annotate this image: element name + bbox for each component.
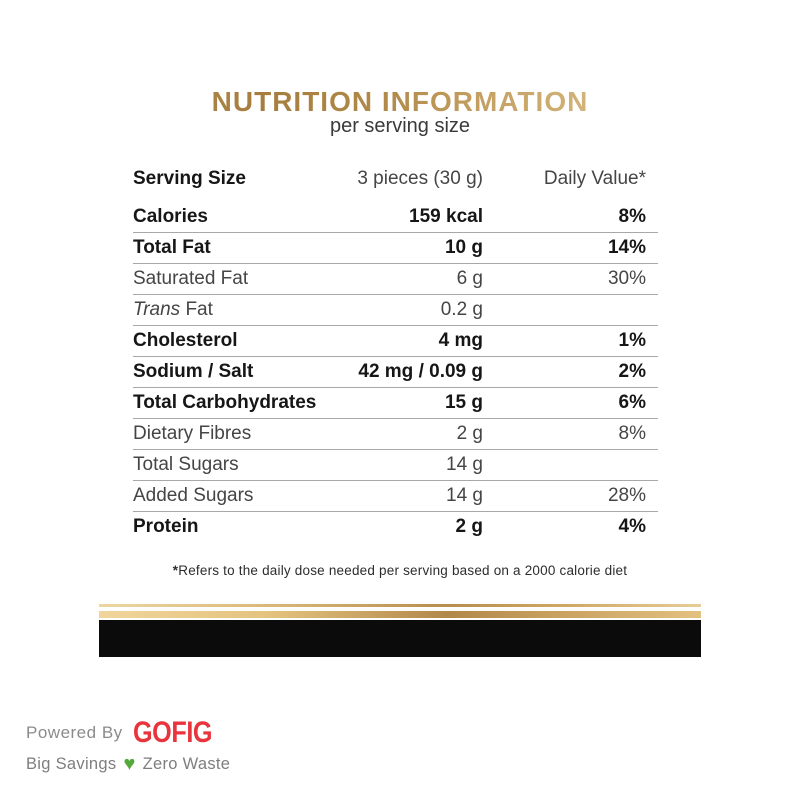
logo-line-2: Big Savings ♥ Zero Waste — [26, 754, 230, 774]
footnote-text: Refers to the daily dose needed per serv… — [178, 563, 628, 578]
table-row: Serving Size 3 pieces (30 g) Daily Value* — [133, 163, 658, 195]
row-value: 2 g — [455, 516, 483, 537]
table-row: Dietary Fibres 2 g 8% — [133, 419, 658, 450]
tagline-big-savings: Big Savings — [26, 754, 117, 773]
tagline-zero-waste: Zero Waste — [142, 754, 231, 773]
table-row: Protein 2 g 4% — [133, 512, 658, 542]
heart-icon: ♥ — [123, 753, 136, 775]
logo-line-1: Powered By GOFIG — [26, 718, 230, 748]
footnote-asterisk: * — [172, 563, 179, 578]
row-daily-value: 4% — [618, 516, 646, 537]
table-row: Sodium / Salt 42 mg / 0.09 g 2% — [133, 357, 658, 388]
row-daily-value: 14% — [607, 237, 646, 258]
row-label: Dietary Fibres — [133, 423, 252, 444]
row-label: Calories — [133, 206, 208, 227]
footnote: *Refers to the daily dose needed per ser… — [0, 563, 800, 578]
row-daily-value: 30% — [607, 268, 646, 289]
row-value: 2 g — [456, 423, 483, 444]
row-label: Sodium / Salt — [133, 361, 254, 382]
nutrition-table: Serving Size 3 pieces (30 g) Daily Value* C… — [133, 163, 658, 542]
row-daily-value: 6% — [618, 392, 646, 413]
table-row: Total Fat 10 g 14% — [133, 233, 658, 264]
row-value: 4 mg — [438, 330, 483, 351]
row-value: 15 g — [444, 392, 483, 413]
row-label: Saturated Fat — [133, 268, 249, 289]
page-title: NUTRITION INFORMATION — [0, 86, 800, 118]
row-label: Added Sugars — [133, 485, 254, 506]
row-value: 10 g — [444, 237, 483, 258]
gold-divider-thick — [99, 611, 701, 618]
row-value: 159 kcal — [409, 206, 483, 227]
gofig-brand-name: GOFIG — [132, 716, 213, 749]
row-daily-value: 8% — [618, 423, 646, 444]
powered-by-label: Powered By — [26, 723, 123, 742]
table-row: Trans Fat 0.2 g — [133, 295, 658, 326]
row-value: 6 g — [456, 268, 483, 289]
table-row: Calories 159 kcal 8% — [133, 202, 658, 233]
row-daily-value: 1% — [618, 330, 646, 351]
row-label: Total Sugars — [133, 454, 239, 475]
row-label: Cholesterol — [133, 330, 238, 351]
row-value: 42 mg / 0.09 g — [358, 361, 483, 382]
row-label: Serving Size — [133, 168, 246, 189]
row-value: 14 g — [446, 485, 483, 506]
row-daily-value: 2% — [618, 361, 646, 382]
table-row: Total Carbohydrates 15 g 6% — [133, 388, 658, 419]
row-label: Protein — [133, 516, 199, 537]
row-value: 14 g — [446, 454, 483, 475]
table-row: Total Sugars 14 g — [133, 450, 658, 481]
row-label: Trans Fat — [133, 299, 213, 320]
table-row: Added Sugars 14 g 28% — [133, 481, 658, 512]
row-label: Total Carbohydrates — [133, 392, 317, 413]
row-value: 3 pieces (30 g) — [357, 168, 483, 189]
black-bar — [99, 620, 701, 657]
row-daily-value: 28% — [607, 485, 646, 506]
gofig-logo: Powered By GOFIG Big Savings ♥ Zero Wast… — [26, 718, 230, 775]
table-row: Saturated Fat 6 g 30% — [133, 264, 658, 295]
table-row: Cholesterol 4 mg 1% — [133, 326, 658, 357]
row-value: 0.2 g — [440, 299, 483, 320]
gold-divider-thin — [99, 604, 701, 607]
page-subtitle: per serving size — [329, 115, 471, 137]
row-label: Total Fat — [133, 237, 211, 258]
row-daily-value: Daily Value* — [543, 168, 646, 189]
row-daily-value: 8% — [618, 206, 646, 227]
